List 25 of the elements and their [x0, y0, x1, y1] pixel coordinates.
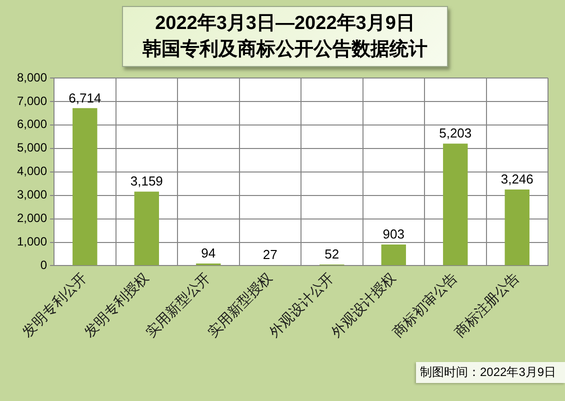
bar — [134, 192, 159, 266]
bar — [504, 190, 530, 266]
data-label: 5,203 — [439, 126, 472, 141]
y-tick-label: 5,000 — [17, 140, 48, 155]
y-tick-label: 7,000 — [17, 94, 48, 108]
data-label: 94 — [201, 246, 216, 261]
y-tick-label: 8,000 — [17, 70, 48, 84]
y-tick-label: 1,000 — [17, 234, 48, 249]
y-tick-label: 3,000 — [17, 188, 48, 202]
data-label: 6,714 — [68, 90, 102, 106]
data-label: 27 — [262, 247, 278, 262]
data-label: 903 — [382, 226, 404, 242]
bar — [381, 244, 406, 266]
data-label: 3,159 — [130, 174, 163, 189]
y-tick-label: 6,000 — [17, 117, 48, 132]
bar — [443, 144, 468, 266]
data-label: 52 — [324, 246, 340, 262]
chart-subtitle: 韩国专利及商标公开公告数据统计 — [142, 38, 428, 62]
chart-title: 2022年3月3日—2022年3月9日 — [154, 12, 416, 36]
text: 制图时间：2022年3月9日 — [420, 365, 558, 380]
data-label: 3,246 — [500, 172, 534, 187]
y-tick-label: 2,000 — [17, 211, 48, 226]
y-tick-label: 0 — [40, 258, 48, 272]
y-tick-label: 4,000 — [17, 164, 48, 178]
bar — [72, 108, 98, 266]
